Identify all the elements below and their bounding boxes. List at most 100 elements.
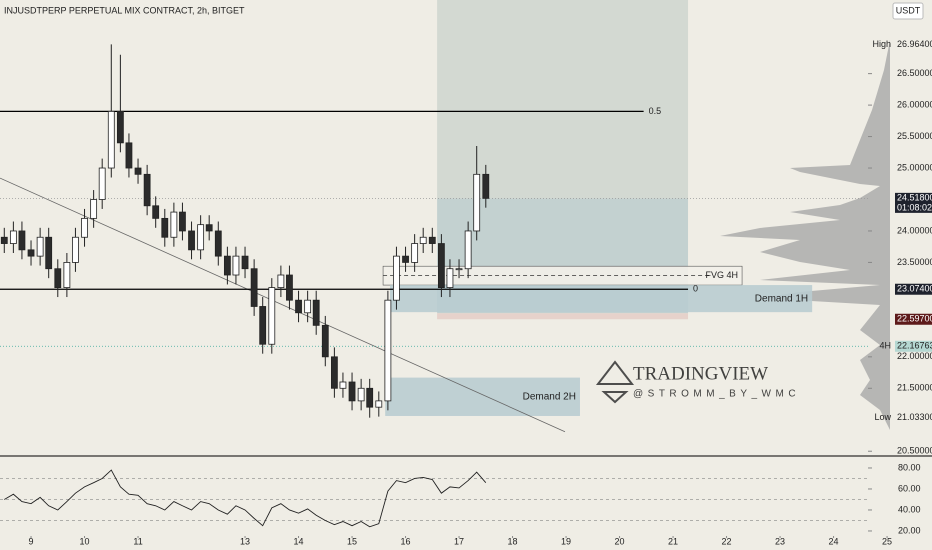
price-label: 22.16763 [897,341,932,351]
x-tick-label: 9 [29,536,34,546]
candle-body [54,268,62,289]
candle-body [98,167,106,200]
chart-title: INJUSDTPERP PERPETUAL MIX CONTRACT, 2h, … [4,5,245,15]
candle-body [125,142,133,169]
candle-body [446,268,454,289]
candle-body [312,299,320,326]
candle-body [143,173,151,207]
candle-body [464,230,472,270]
candle-body [304,299,312,314]
candle-body [339,381,347,389]
candle-body [152,205,160,219]
candle-body [197,224,205,251]
candle-body [393,255,400,301]
candle-body [27,249,35,257]
price-label-box [895,283,932,295]
x-tick-label: 25 [882,536,892,546]
watermark: TRADINGVIEW @STROMM_BY_WMC [595,360,796,404]
x-tick-label: 17 [454,536,464,546]
candle-body [0,236,8,244]
watermark-title: TRADINGVIEW [633,363,768,384]
y-tick-label: 26.50000 [897,68,932,78]
rsi-tick-label: 80.00 [898,462,921,472]
trendline [0,177,566,433]
candle-body [18,230,26,251]
y-tick-label: 26.00000 [897,99,932,109]
x-tick-label: 24 [829,536,839,546]
x-tick-label: 21 [668,536,678,546]
candle-body [375,400,383,408]
candle-body [161,217,169,238]
zone-label: FVG 4H [706,270,739,280]
x-tick-label: 14 [294,536,304,546]
x-tick-label: 13 [240,536,250,546]
x-tick-label: 16 [401,536,411,546]
candle-body [72,236,79,263]
candle-body [277,274,285,289]
candle-body [402,255,409,263]
x-tick-label: 20 [615,536,625,546]
candle-body [321,324,329,358]
position-target [437,0,689,199]
zone-label: Demand 2H [523,391,576,402]
candle-body [482,173,490,199]
currency: USDT [896,5,921,15]
position-stop [437,313,689,320]
candle-body [437,243,445,289]
candle-body [419,236,427,244]
candle-body [90,199,98,219]
level-label: 0 [693,284,698,294]
candle-body [295,299,302,314]
price-label: 21.03300 [897,412,932,422]
y-tick-label: 23.50000 [897,257,932,267]
candle-body [259,306,267,345]
candle-body [179,211,186,232]
x-tick-label: 10 [80,536,90,546]
x-tick-label: 11 [133,536,142,546]
y-tick-label: 24.00000 [897,225,932,235]
price-label-sub: 01:08:02 [897,203,932,213]
candle-body [9,230,17,244]
candle-body [45,236,53,270]
candle-body [232,255,240,276]
candle-body [116,110,124,144]
candle-body [428,236,436,244]
candle-body [63,262,71,289]
candle-body [366,387,374,408]
price-label: 22.59700 [897,314,932,324]
candle-body [330,356,338,389]
y-tick-label: 21.50000 [897,383,932,393]
candle-body [188,230,195,251]
y-tick-label: 20.50000 [897,446,932,456]
candle-body [250,268,258,307]
rsi-tick-label: 60.00 [898,483,921,493]
candle-body [348,381,356,402]
y-tick-label: 25.00000 [897,162,932,172]
candle-body [411,243,419,263]
x-tick-label: 15 [347,536,357,546]
zone-label: Demand 1H [755,293,808,304]
rsi-line [4,469,487,528]
watermark-logo [595,360,635,404]
x-tick-label: 23 [775,536,785,546]
x-tick-label: 18 [508,536,518,546]
rsi-tick-label: 40.00 [898,504,921,514]
candle-body [286,274,293,301]
candle-body [214,230,222,257]
candle-body [241,255,249,270]
rsi-tick-label: 20.00 [898,525,921,535]
y-tick-label: 25.50000 [897,131,932,141]
level-label: 0.5 [649,106,662,116]
candle-body [455,268,463,271]
candle-body [384,299,392,402]
price-label: 24.51800 [897,193,932,203]
zone [385,377,580,416]
candle-body [107,110,115,169]
price-label: 23.07400 [897,284,932,294]
candle-body [134,167,142,175]
x-tick-label: 19 [561,536,571,546]
price-label-tag: 4H [879,341,891,351]
candle-body [170,211,178,238]
candle-body [223,255,231,276]
